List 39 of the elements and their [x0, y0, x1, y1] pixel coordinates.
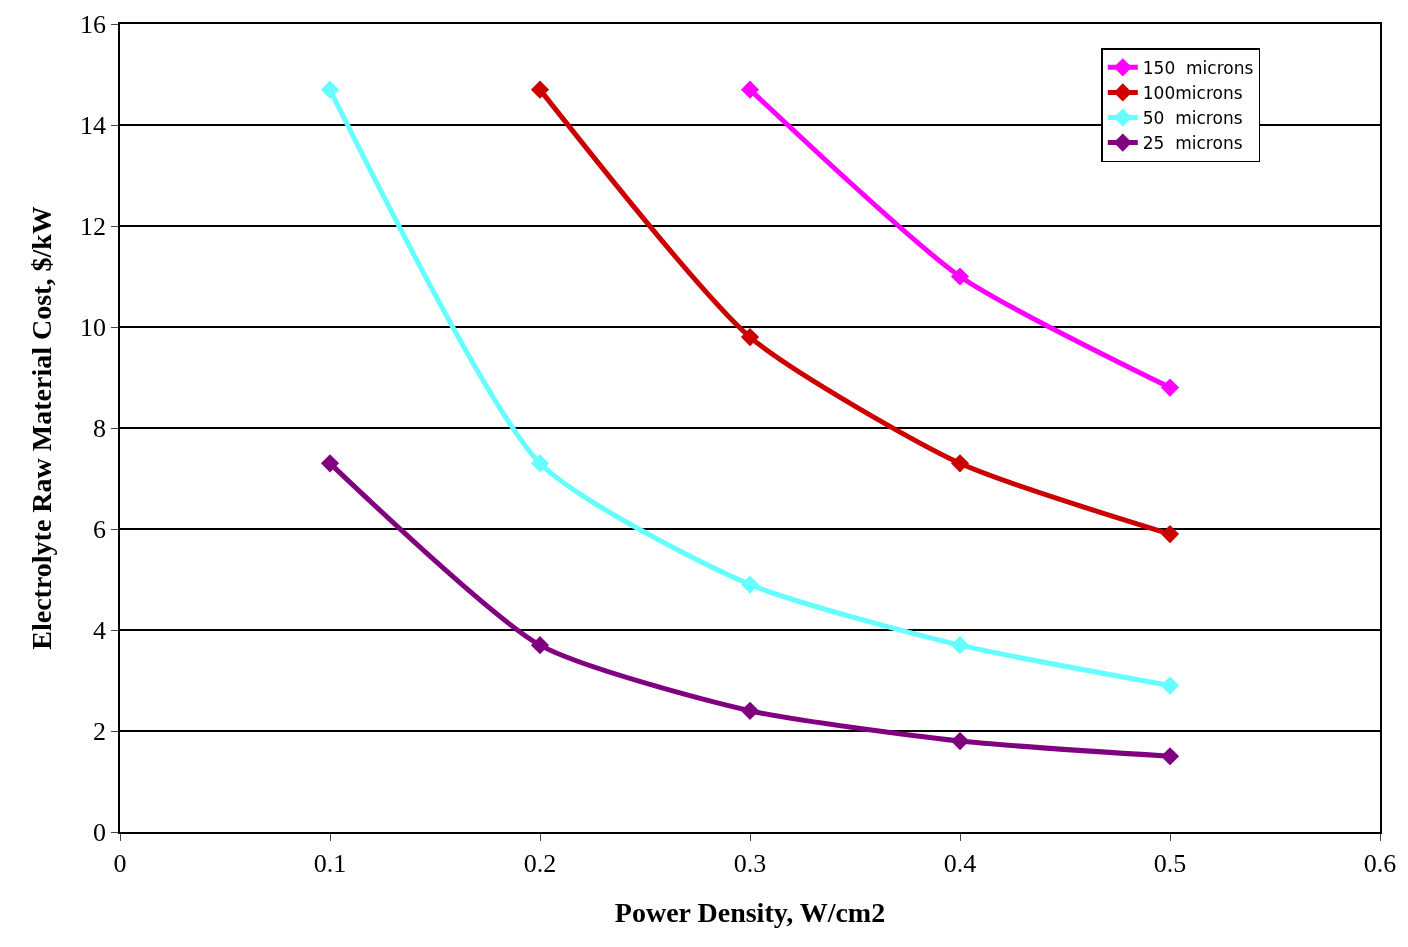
y-tick-label: 10: [80, 313, 107, 343]
x-axis-title: Power Density, W/cm2: [614, 896, 886, 928]
y-tick-label: 6: [93, 515, 107, 545]
point: [530, 454, 550, 473]
x-tick-label: 0.1: [313, 848, 347, 878]
y-tick-label: 16: [80, 10, 107, 40]
legend-label: 50 microns: [1142, 108, 1243, 129]
point: [950, 267, 970, 286]
point: [320, 454, 340, 473]
y-tick-label: 2: [93, 717, 107, 747]
y-tick-label: 12: [80, 212, 107, 242]
y-tick-label: 0: [93, 818, 107, 848]
x-tick-label: 0.6: [1363, 848, 1397, 878]
point: [740, 575, 760, 594]
point: [320, 80, 340, 99]
x-tick-label: 0.5: [1153, 848, 1187, 878]
point: [530, 80, 550, 99]
point: [1160, 676, 1180, 695]
legend-label: 100microns: [1142, 83, 1243, 104]
x-tick-label: 0: [113, 848, 127, 878]
x-tick-label: 0.3: [733, 848, 767, 878]
x-tick-label: 0.4: [943, 848, 977, 878]
point: [950, 454, 970, 473]
point: [1160, 524, 1180, 544]
point: [1160, 747, 1180, 766]
point: [1160, 378, 1180, 397]
y-axis-title: Electrolyte Raw Material Cost, $/kW: [26, 206, 58, 650]
y-tick-label: 8: [93, 414, 107, 444]
y-tick-label: 14: [80, 111, 107, 141]
y-tick-label: 4: [93, 616, 107, 646]
point: [950, 732, 970, 751]
legend-label: 25 microns: [1142, 133, 1243, 154]
legend-label: 150 microns: [1142, 57, 1254, 78]
point: [950, 636, 970, 655]
point: [530, 636, 550, 655]
x-tick-label: 0.2: [523, 848, 557, 878]
point: [740, 80, 760, 99]
point: [740, 701, 760, 720]
point: [740, 328, 760, 347]
